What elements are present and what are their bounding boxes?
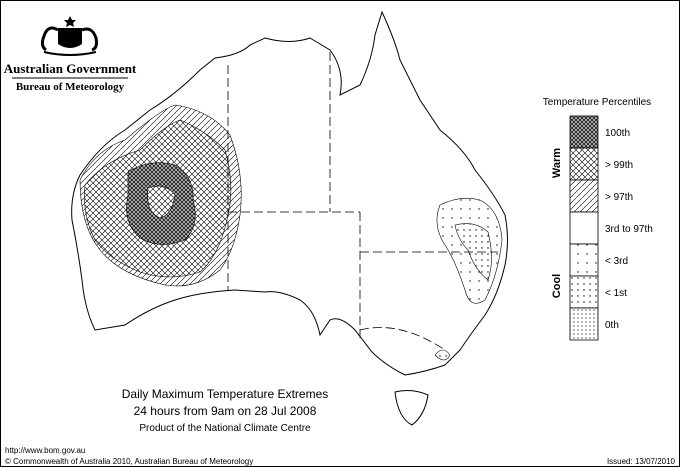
legend-label: > 99th (605, 160, 633, 171)
crest (40, 16, 98, 56)
region-below-1st (454, 223, 492, 281)
mainland-outline (71, 10, 508, 376)
legend-swatch (569, 307, 599, 341)
footer-issued: Issued: 13/07/2010 (607, 457, 676, 466)
legend-label: 0th (605, 320, 619, 331)
footer-url: http://www.bom.gov.au (5, 446, 85, 455)
legend-swatch (569, 275, 599, 309)
legend-label: < 1st (605, 288, 627, 299)
map-credit: Product of the National Climate Centre (139, 423, 311, 434)
footer-copyright: © Commonwealth of Australia 2010, Austra… (5, 457, 253, 466)
legend-swatch (569, 211, 599, 245)
legend-swatch (569, 147, 599, 181)
legend-swatch (569, 115, 599, 149)
region-below-1st-south (434, 349, 451, 361)
warm-label: Warm (551, 148, 563, 178)
legend-title: Temperature Percentiles (543, 97, 651, 108)
legend-label: 100th (605, 128, 630, 139)
map-subtitle: 24 hours from 9am on 28 Jul 2008 (134, 404, 317, 418)
map (71, 10, 508, 426)
agency-name: Bureau of Meteorology (16, 81, 125, 93)
region-inner (147, 185, 176, 219)
map-title: Daily Maximum Temperature Extremes (122, 387, 329, 401)
legend-swatch (569, 243, 599, 277)
legend: 100th > 99th > 97th 3rd to 97th < 3rd < 1st 0t… (569, 115, 653, 341)
cool-label: Cool (551, 274, 563, 298)
legend-label: < 3rd (605, 256, 628, 267)
government-name: Australian Government (4, 61, 137, 76)
legend-label: > 97th (605, 192, 633, 203)
legend-swatch (569, 179, 599, 213)
legend-label: 3rd to 97th (605, 224, 653, 235)
state-border (359, 327, 446, 351)
tasmania (394, 390, 429, 426)
